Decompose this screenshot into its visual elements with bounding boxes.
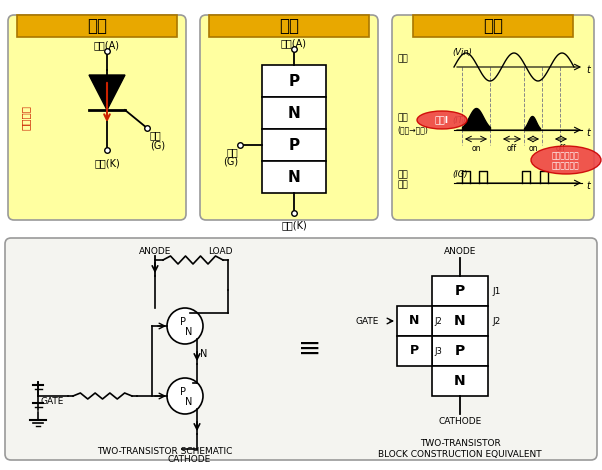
Text: N: N (200, 349, 207, 359)
Bar (397, 336, 432, 366)
FancyBboxPatch shape (8, 15, 186, 220)
FancyBboxPatch shape (5, 238, 597, 460)
Text: (IT): (IT) (452, 116, 466, 125)
Text: t: t (586, 181, 590, 191)
Text: 电流: 电流 (397, 113, 408, 123)
FancyBboxPatch shape (392, 15, 594, 220)
Text: (Vin): (Vin) (452, 48, 472, 57)
Text: on: on (471, 144, 481, 153)
Bar (17, 15, 177, 37)
Text: J3: J3 (434, 346, 442, 355)
Text: 信号: 信号 (397, 180, 408, 189)
Text: P: P (180, 387, 186, 397)
Text: 符号: 符号 (87, 17, 107, 36)
Bar (209, 15, 369, 37)
FancyBboxPatch shape (200, 15, 378, 220)
Text: J1: J1 (492, 287, 500, 296)
Text: (G): (G) (150, 140, 165, 150)
Bar (432, 336, 488, 366)
Text: J2: J2 (492, 316, 500, 326)
Text: P: P (455, 284, 465, 298)
Text: on: on (528, 144, 538, 153)
Polygon shape (89, 75, 125, 110)
Text: 封锁I: 封锁I (435, 116, 449, 125)
Text: GATE: GATE (355, 316, 379, 326)
Text: P: P (288, 73, 300, 88)
Text: ANODE: ANODE (444, 248, 476, 257)
Text: J2: J2 (434, 316, 442, 326)
Bar (397, 306, 432, 336)
Text: 栅极: 栅极 (397, 171, 408, 180)
Text: 阳极(A): 阳极(A) (94, 40, 120, 50)
Bar (262, 97, 326, 129)
Text: N: N (409, 314, 420, 328)
Text: P: P (288, 138, 300, 152)
Text: GATE: GATE (40, 398, 64, 407)
Bar (262, 161, 326, 193)
Text: 电源: 电源 (397, 55, 408, 63)
Text: TWO-TRANSISTOR: TWO-TRANSISTOR (420, 439, 500, 448)
Text: N: N (454, 374, 466, 388)
Text: CATHODE: CATHODE (438, 416, 482, 425)
Bar (262, 65, 326, 97)
Text: 栅极: 栅极 (226, 147, 238, 157)
Text: N: N (454, 314, 466, 328)
Ellipse shape (417, 111, 467, 129)
Text: 阳极(A): 阳极(A) (281, 38, 307, 48)
Text: 阴极(K): 阴极(K) (281, 220, 307, 230)
Circle shape (167, 308, 203, 344)
Text: (阳极→阴极): (阳极→阴极) (397, 125, 428, 134)
Text: N: N (185, 327, 193, 337)
Text: P: P (180, 317, 186, 327)
Bar (432, 276, 488, 306)
Text: (G): (G) (223, 157, 238, 167)
Text: 特性: 特性 (483, 17, 503, 36)
Text: P: P (455, 344, 465, 358)
Text: t: t (586, 128, 590, 138)
Text: 时可停关关大: 时可停关关大 (552, 151, 580, 160)
Text: ≡: ≡ (299, 335, 321, 363)
Text: N: N (288, 170, 300, 185)
Text: 反向电流通过: 反向电流通过 (552, 162, 580, 171)
Text: (IG): (IG) (452, 171, 468, 180)
Text: ANODE: ANODE (139, 248, 171, 257)
Bar (413, 15, 573, 37)
Bar (262, 129, 326, 161)
Text: off: off (507, 144, 517, 153)
Text: 栅极: 栅极 (150, 130, 162, 140)
Bar (432, 366, 488, 396)
Text: TWO-TRANSISTOR SCHEMATIC: TWO-TRANSISTOR SCHEMATIC (98, 447, 233, 456)
Text: 电流方向: 电流方向 (21, 105, 31, 130)
Text: LOAD: LOAD (208, 248, 232, 257)
Text: off: off (556, 144, 566, 153)
Text: BLOCK CONSTRUCTION EQUIVALENT: BLOCK CONSTRUCTION EQUIVALENT (378, 449, 542, 459)
Text: 阴极(K): 阴极(K) (94, 158, 120, 168)
Text: N: N (185, 397, 193, 407)
Text: N: N (288, 105, 300, 120)
Text: t: t (586, 65, 590, 75)
Text: CATHODE: CATHODE (167, 454, 211, 463)
Text: 结构: 结构 (279, 17, 299, 36)
Ellipse shape (531, 146, 601, 174)
Bar (432, 306, 488, 336)
Text: P: P (410, 345, 419, 358)
Circle shape (167, 378, 203, 414)
